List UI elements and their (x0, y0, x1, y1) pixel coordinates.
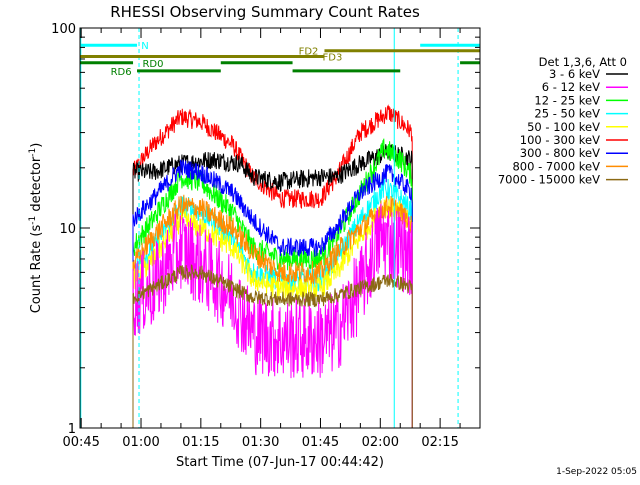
legend-entry-label: 12 - 25 keV (534, 93, 600, 107)
y-tick-label: 100 (51, 22, 76, 37)
x-tick-label: 01:15 (182, 435, 219, 450)
flag-bar-label: RD6 (111, 67, 132, 78)
series-line (132, 197, 413, 428)
y-axis-label-close: ) (29, 143, 44, 148)
flag-bar-label: N (141, 41, 148, 52)
legend-entry-label: 100 - 300 keV (520, 133, 600, 147)
x-tick-label: 01:00 (122, 435, 159, 450)
y-tick-label: 10 (59, 222, 76, 237)
legend-entry-label: 7000 - 15000 keV (498, 173, 600, 187)
series-line (132, 143, 413, 428)
legend-entry-label: 50 - 100 keV (527, 120, 600, 134)
y-axis-label: Count Rate (s-1 detector-1) (28, 143, 44, 314)
y-axis-label-sup: -1 (28, 216, 38, 225)
x-axis-label: Start Time (07-Jun-17 00:44:42) (176, 455, 384, 470)
x-tick-label: 02:15 (421, 435, 458, 450)
legend-header: Det 1,3,6, Att 0 (539, 55, 627, 69)
flag-bar-label: RD0 (142, 59, 163, 70)
series-line (132, 194, 413, 428)
y-axis-label-main: Count Rate (s (29, 225, 44, 314)
timestamp: 1-Sep-2022 05:05 (556, 467, 637, 477)
x-axis-ticks: 00:45 01:00 01:15 01:30 01:45 02:00 02:15 (62, 28, 461, 450)
x-tick-label: 01:30 (242, 435, 279, 450)
series-line (132, 264, 413, 428)
legend-entry-label: 800 - 7000 keV (512, 159, 600, 173)
legend-entry-label: 25 - 50 keV (534, 107, 600, 121)
y-axis-label-sup-2: -1 (28, 148, 38, 157)
y-axis-ticks: 1 10 100 (51, 22, 480, 437)
legend-entry-label: 3 - 6 keV (549, 67, 600, 81)
x-tick-label: 02:00 (362, 435, 399, 450)
y-tick-label: 1 (68, 422, 76, 437)
series-group (132, 104, 413, 428)
chart-title: RHESSI Observing Summary Count Rates (110, 3, 420, 21)
x-tick-label: 00:45 (62, 435, 99, 450)
flag-bar-label: FD2 (299, 47, 319, 58)
flag-bar-label: FD3 (323, 53, 343, 64)
legend-entry-label: 6 - 12 keV (542, 80, 600, 94)
y-axis-label-tail: detector (29, 156, 44, 216)
series-line (132, 159, 413, 428)
legend-entry-label: 300 - 800 keV (520, 146, 600, 160)
x-tick-label: 01:45 (302, 435, 339, 450)
flag-bars: N FD2 FD3 RD0 RD6 (80, 41, 480, 78)
